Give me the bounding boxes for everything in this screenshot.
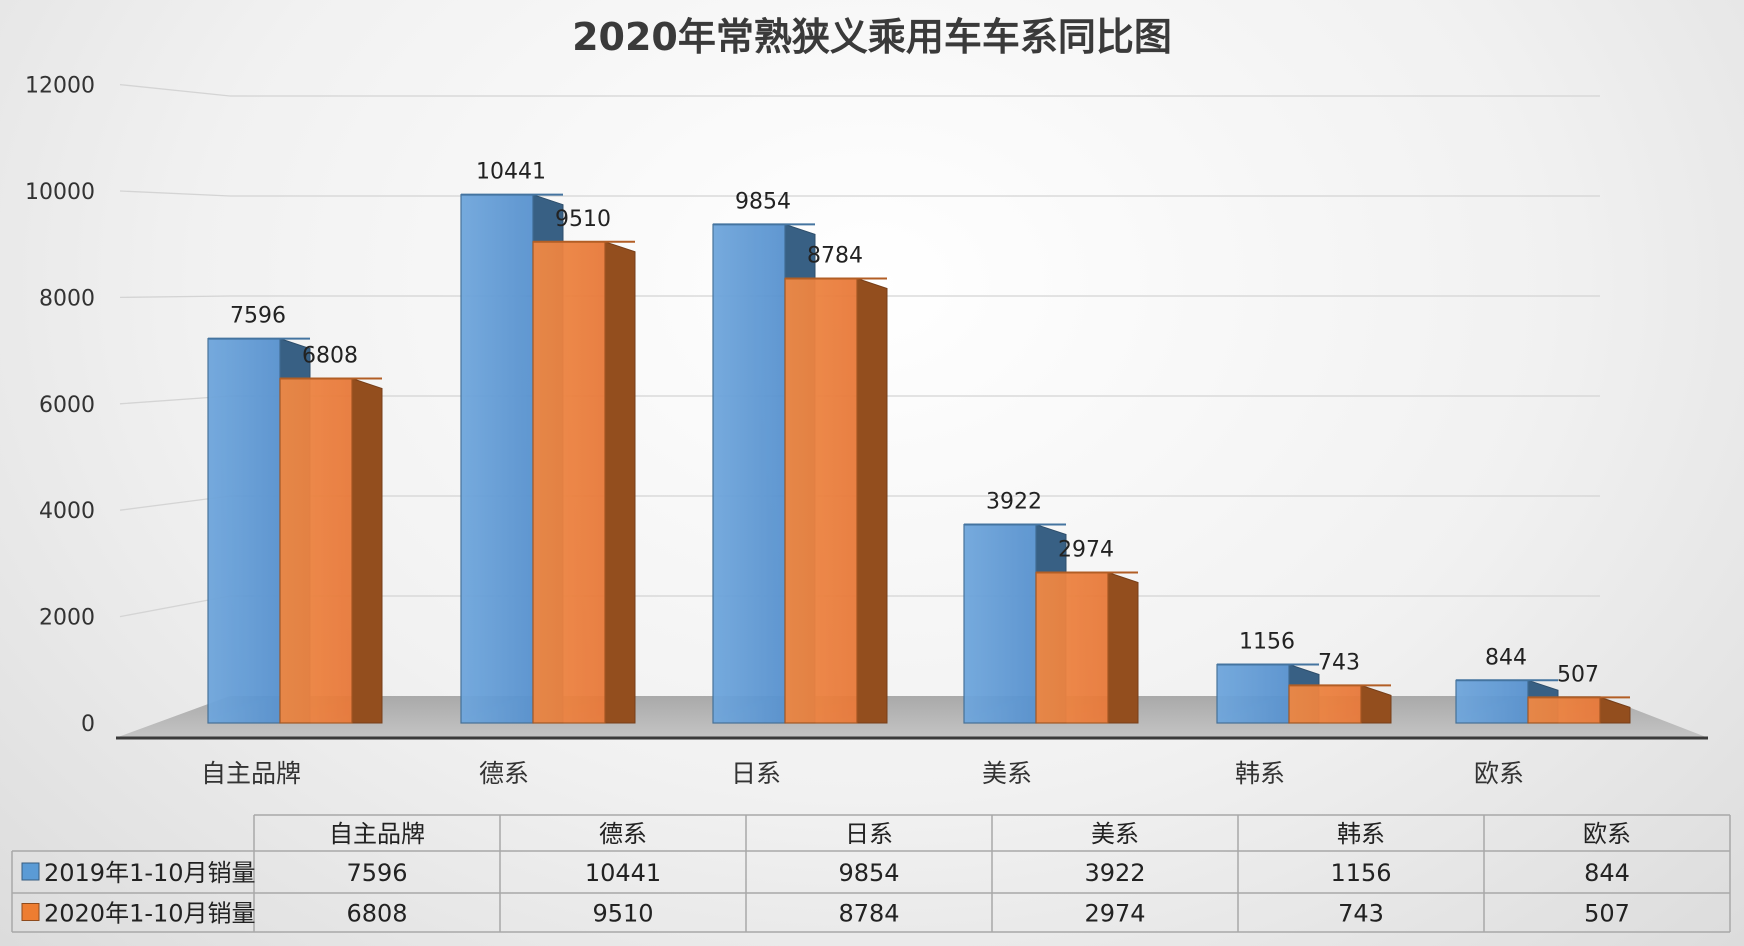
table-header-cell: 自主品牌	[329, 820, 425, 848]
table-value-cell: 10441	[585, 859, 661, 887]
bar-front-face	[1455, 679, 1529, 724]
legend-series-name: 2020年1-10月销量	[44, 900, 256, 928]
data-label: 6808	[302, 344, 358, 369]
bar-2020	[532, 240, 636, 724]
bar-2020	[1527, 696, 1631, 724]
table-value-cell: 9510	[592, 900, 653, 928]
table-header-cell: 德系	[599, 820, 647, 848]
x-category-label: 自主品牌	[201, 759, 301, 788]
bar-front-face	[1288, 684, 1362, 724]
x-category-label: 日系	[731, 759, 781, 788]
gridline	[119, 295, 1600, 299]
legend-swatch	[21, 903, 40, 921]
bar-2019	[207, 337, 311, 724]
data-label: 2974	[1058, 538, 1114, 563]
bar-front-face	[532, 241, 606, 724]
table-value-cell: 8784	[838, 900, 899, 928]
data-label: 507	[1557, 662, 1599, 687]
table-header-cell: 韩系	[1337, 820, 1385, 848]
y-tick-label: 10000	[25, 180, 95, 205]
table-value-cell: 743	[1338, 900, 1384, 928]
table-value-cell: 6808	[346, 900, 407, 928]
bar-front-face	[279, 377, 353, 724]
y-tick-label: 2000	[39, 606, 95, 631]
bar-front-face	[712, 223, 786, 724]
bar-2020	[279, 377, 383, 724]
bar-front-face	[963, 523, 1037, 724]
bar-front-face	[207, 338, 281, 724]
table-value-cell: 507	[1584, 900, 1630, 928]
y-tick-label: 12000	[25, 74, 95, 99]
data-label: 9510	[555, 207, 611, 232]
table-value-cell: 9854	[838, 859, 899, 887]
bar-2020	[784, 277, 888, 724]
bar-side-face	[351, 377, 383, 724]
table-value-cell: 1156	[1330, 859, 1391, 887]
table-value-cell: 3922	[1084, 859, 1145, 887]
data-label: 8784	[807, 244, 863, 269]
bar-side-face	[856, 277, 888, 724]
data-label: 844	[1485, 645, 1527, 670]
chart-title: 2020年常熟狭义乘用车车系同比图	[572, 15, 1172, 59]
x-category-label: 德系	[479, 759, 529, 788]
bar-front-face	[1035, 571, 1109, 724]
x-category-label: 美系	[982, 759, 1032, 788]
y-tick-label: 6000	[39, 393, 95, 418]
table-header-cell: 日系	[845, 820, 893, 848]
bar-side-face	[604, 241, 636, 724]
bar-front-face	[1216, 663, 1290, 724]
table-header-cell: 美系	[1091, 820, 1139, 848]
gridline	[119, 83, 1600, 97]
y-tick-label: 8000	[39, 286, 95, 311]
bar-2020	[1035, 571, 1139, 724]
x-category-label: 韩系	[1235, 759, 1285, 788]
data-label: 1156	[1239, 630, 1295, 655]
table-header-cell: 欧系	[1583, 820, 1631, 848]
y-tick-label: 4000	[39, 499, 95, 524]
bar-front-face	[784, 277, 858, 724]
y-tick-label: 0	[81, 712, 95, 737]
data-label: 7596	[230, 304, 286, 329]
table-value-cell: 844	[1584, 859, 1630, 887]
bar-2020	[1288, 684, 1392, 724]
gridline	[119, 190, 1600, 197]
table-value-cell: 7596	[346, 859, 407, 887]
data-label: 743	[1318, 650, 1360, 675]
data-label: 3922	[986, 490, 1042, 515]
data-label: 9854	[735, 189, 791, 214]
bar-side-face	[1599, 696, 1631, 724]
bar-front-face	[1527, 696, 1601, 724]
bar-side-face	[1360, 684, 1392, 724]
legend-swatch	[21, 862, 40, 881]
bar-side-face	[1107, 571, 1139, 724]
bar-front-face	[460, 194, 534, 724]
legend-series-name: 2019年1-10月销量	[44, 859, 256, 887]
data-label: 10441	[476, 160, 546, 185]
x-category-label: 欧系	[1474, 759, 1524, 788]
table-value-cell: 2974	[1084, 900, 1145, 928]
